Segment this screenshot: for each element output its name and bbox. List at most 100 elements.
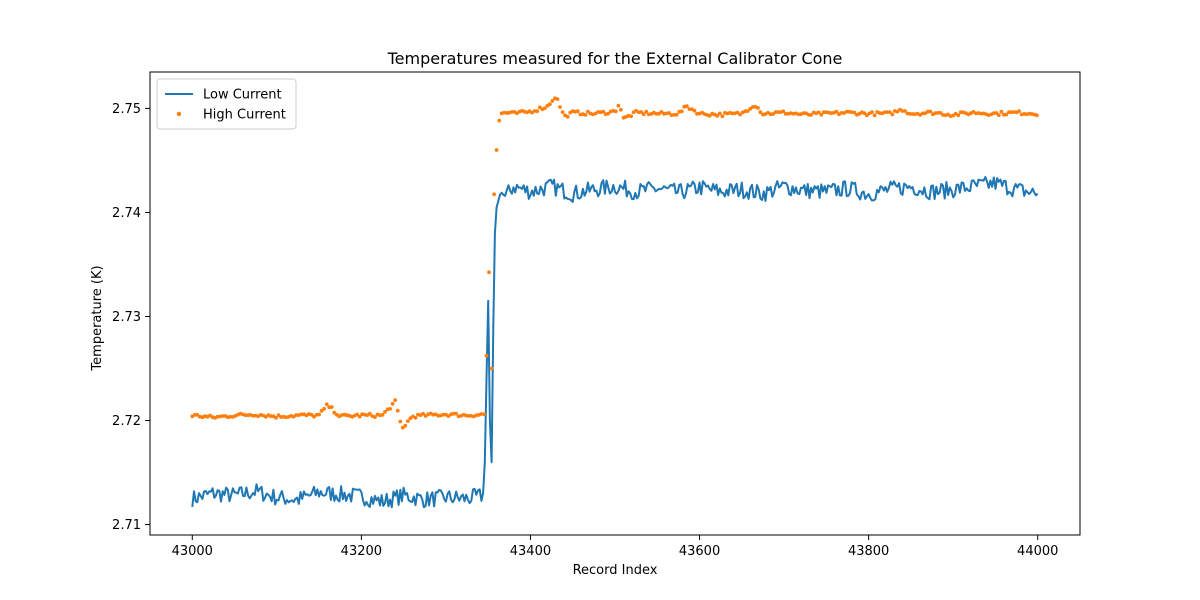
- x-tick-label: 44000: [1017, 544, 1058, 559]
- high-current-point: [383, 410, 387, 414]
- x-tick-label: 43000: [172, 544, 213, 559]
- high-current-point: [535, 109, 540, 114]
- high-current-point: [357, 414, 362, 419]
- high-current-point: [403, 423, 408, 428]
- high-current-point: [332, 410, 337, 415]
- high-current-point: [613, 109, 618, 114]
- high-current-point: [928, 109, 933, 114]
- legend-swatch-high-current: [176, 111, 182, 117]
- high-current-point: [558, 105, 562, 109]
- axes-frame: [149, 71, 1081, 536]
- y-tick-label: 2.72: [112, 414, 141, 429]
- high-current-point: [454, 411, 458, 416]
- high-current-point: [355, 412, 359, 417]
- high-current-point: [329, 405, 334, 409]
- high-current-point: [487, 270, 491, 275]
- high-current-point: [575, 109, 580, 114]
- high-current-point: [715, 113, 720, 118]
- high-current-point: [317, 412, 321, 417]
- high-current-point: [674, 112, 679, 117]
- x-tick-label: 43400: [510, 544, 551, 559]
- high-current-point: [890, 112, 895, 117]
- series-points-high-current: [190, 96, 1039, 430]
- high-current-point: [395, 408, 400, 413]
- high-current-point: [274, 415, 278, 420]
- high-current-point: [644, 109, 649, 114]
- high-current-point: [641, 112, 646, 117]
- high-current-point: [601, 109, 606, 114]
- high-current-point: [639, 110, 644, 114]
- high-current-point: [885, 110, 890, 114]
- high-current-point: [956, 113, 961, 118]
- high-current-point: [484, 353, 489, 358]
- high-current-point: [819, 112, 824, 117]
- high-current-point: [548, 102, 552, 107]
- high-current-point: [482, 412, 486, 417]
- high-current-point: [489, 366, 494, 371]
- high-current-point: [821, 110, 826, 114]
- legend-label: Low Current: [203, 88, 282, 103]
- x-tick-label: 43800: [848, 544, 889, 559]
- high-current-point: [781, 109, 786, 114]
- high-current-point: [380, 413, 385, 417]
- y-axis-label: Temperature (K): [90, 265, 105, 371]
- high-current-point: [872, 113, 877, 118]
- y-tick-label: 2.73: [112, 310, 141, 325]
- axes: 43000 43200 43400 43600 43800 44000 2.71 2.72 2.…: [112, 71, 1081, 559]
- high-current-point: [903, 109, 907, 113]
- high-current-point: [586, 109, 590, 114]
- high-current-point: [421, 411, 425, 416]
- high-current-point: [494, 148, 499, 152]
- y-tick-label: 2.71: [112, 518, 141, 533]
- high-current-point: [852, 110, 857, 115]
- x-axis-label: Record Index: [573, 563, 658, 578]
- high-current-point: [667, 111, 671, 115]
- high-current-point: [497, 118, 502, 123]
- y-tick-label: 2.75: [112, 102, 141, 117]
- high-current-point: [324, 402, 329, 407]
- high-current-point: [398, 419, 403, 424]
- high-current-point: [542, 106, 547, 110]
- high-current-point: [1035, 113, 1039, 118]
- high-current-point: [720, 114, 725, 119]
- legend-box: [156, 78, 297, 130]
- legend: Low Current High Current: [156, 78, 297, 130]
- plot-area: [190, 96, 1039, 509]
- high-current-point: [565, 114, 570, 119]
- high-current-point: [406, 419, 410, 423]
- high-current-point: [393, 398, 398, 402]
- high-current-point: [756, 106, 760, 110]
- series-line-low-current: [191, 176, 1039, 509]
- high-current-point: [685, 104, 689, 109]
- y-tick-label: 2.74: [112, 206, 141, 221]
- high-current-point: [692, 108, 697, 113]
- high-current-point: [999, 109, 1004, 114]
- high-current-point: [1004, 112, 1009, 117]
- high-current-point: [319, 408, 324, 413]
- high-current-point: [373, 415, 377, 419]
- high-current-point: [938, 111, 943, 115]
- high-current-point: [996, 113, 1001, 118]
- high-current-point: [616, 103, 621, 108]
- high-current-point: [738, 112, 742, 117]
- high-current-point: [679, 109, 684, 114]
- high-current-point: [606, 111, 611, 116]
- high-current-point: [887, 110, 892, 114]
- chart-title: Temperatures measured for the External C…: [387, 49, 843, 68]
- legend-label: High Current: [203, 108, 286, 123]
- high-current-point: [870, 110, 874, 114]
- high-current-point: [834, 109, 839, 114]
- high-current-point: [390, 401, 395, 406]
- high-current-point: [745, 109, 750, 113]
- x-tick-label: 43600: [679, 544, 720, 559]
- high-current-point: [550, 99, 555, 103]
- high-current-point: [388, 407, 392, 411]
- high-current-point: [1017, 109, 1021, 113]
- high-current-point: [809, 113, 813, 117]
- high-current-point: [560, 110, 565, 114]
- high-current-point: [717, 111, 722, 116]
- high-current-point: [243, 413, 248, 418]
- high-current-point: [816, 110, 821, 115]
- high-current-point: [466, 414, 471, 418]
